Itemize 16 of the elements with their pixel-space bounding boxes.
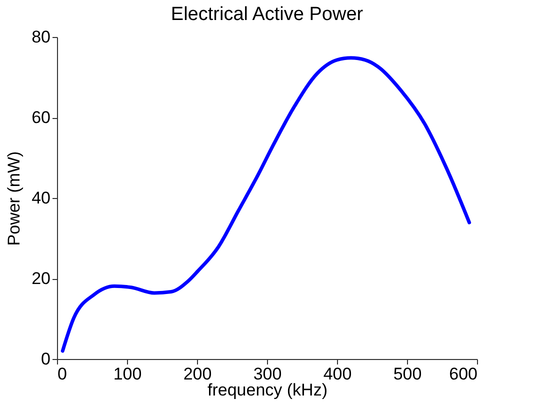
y-tick-label: 80 bbox=[32, 28, 50, 46]
y-tick-label: 20 bbox=[32, 269, 50, 288]
x-tick-label: 100 bbox=[113, 364, 142, 384]
x-tick-label: 200 bbox=[183, 364, 212, 384]
x-tick-label: 0 bbox=[58, 364, 67, 384]
y-tick-label: 60 bbox=[32, 108, 50, 127]
y-tick-label: 0 bbox=[41, 350, 50, 368]
x-tick-label: 400 bbox=[323, 364, 352, 384]
x-tick-label: 300 bbox=[253, 364, 282, 384]
x-tick-label: 600 bbox=[449, 364, 478, 384]
y-tick-label: 40 bbox=[32, 188, 50, 208]
y-axis-title: Power (mW) bbox=[4, 151, 24, 246]
x-axis-title: frequency (kHz) bbox=[208, 380, 328, 400]
chart-title: Electrical Active Power bbox=[170, 4, 364, 25]
line-series bbox=[60, 56, 472, 353]
x-tick-label: 500 bbox=[393, 364, 422, 384]
